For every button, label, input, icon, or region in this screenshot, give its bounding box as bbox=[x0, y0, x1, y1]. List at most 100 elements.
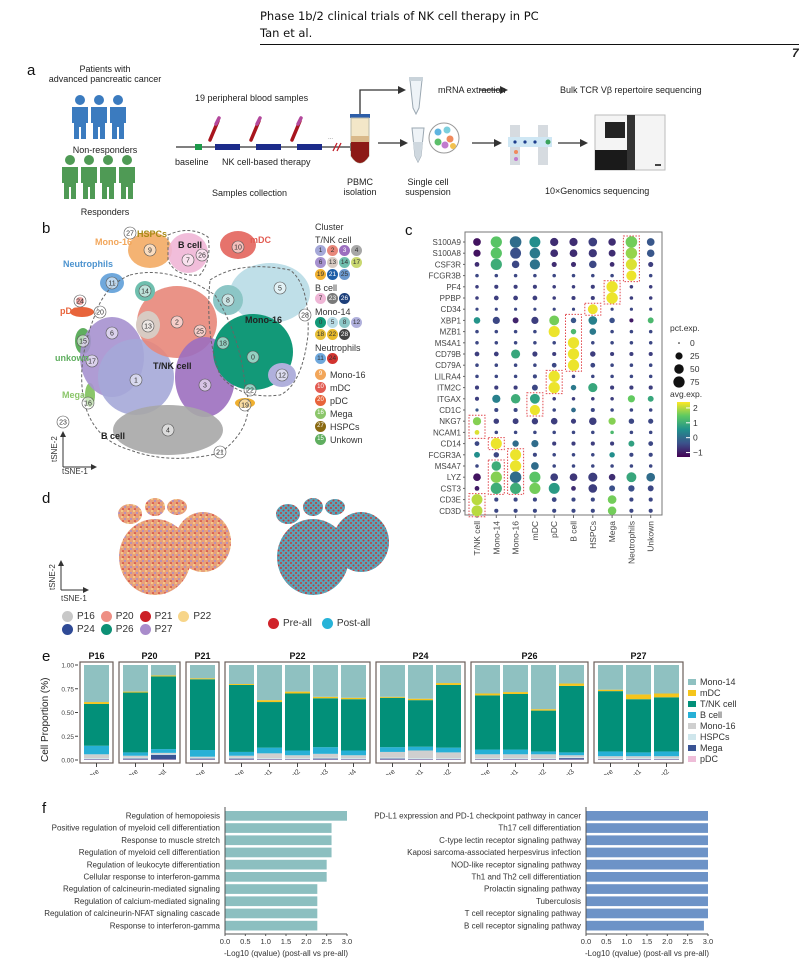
cluster-legend-title: Cluster bbox=[315, 222, 344, 232]
gene-label: CD1C bbox=[439, 406, 461, 415]
bars: Regulation of hemopoiesis Positive regula… bbox=[44, 811, 347, 931]
person-body-icon bbox=[91, 107, 107, 139]
enrichment-bar bbox=[225, 859, 327, 870]
bar-segment bbox=[190, 756, 215, 758]
celltype-label: HSPCs bbox=[588, 521, 598, 549]
microfluidics-icon bbox=[508, 125, 552, 165]
tsne-b-x-label: tSNE-1 bbox=[62, 467, 88, 476]
patient-group: P27 Pre Post1 Post2 bbox=[593, 651, 684, 775]
cluster-legend-label: mDC bbox=[330, 382, 351, 393]
bar-segment bbox=[503, 693, 528, 750]
dot bbox=[610, 351, 615, 357]
cell-type-swatch bbox=[688, 700, 696, 707]
cluster-swatch: 18 bbox=[315, 329, 326, 340]
size-legend: pct.exp. 0 25 50 75 bbox=[670, 323, 700, 388]
dot bbox=[531, 462, 539, 470]
dot bbox=[588, 484, 598, 493]
term-label: Response to muscle stretch bbox=[121, 836, 220, 845]
cluster-group-title: B cell bbox=[315, 283, 338, 293]
dot bbox=[628, 418, 635, 424]
x-tick-label: 3.0 bbox=[703, 937, 713, 946]
dot bbox=[567, 359, 580, 371]
cell-type-legend-item: Mega bbox=[688, 742, 737, 753]
cluster-number-badge bbox=[105, 326, 119, 340]
dot bbox=[529, 247, 541, 259]
dot bbox=[512, 418, 519, 425]
dot bbox=[473, 317, 481, 324]
dot bbox=[531, 384, 538, 391]
cluster-number: 18 bbox=[219, 341, 227, 348]
mono-dashed-outline bbox=[208, 266, 309, 397]
dot bbox=[492, 394, 501, 403]
dot bbox=[591, 430, 595, 435]
term-label: Regulation of leukocyte differentiation bbox=[87, 860, 220, 869]
bar-segment bbox=[190, 750, 215, 757]
gene-label: MS4A7 bbox=[435, 462, 462, 471]
gene-label: ITGAX bbox=[437, 395, 462, 404]
cluster-number: 3 bbox=[203, 383, 207, 390]
dot bbox=[629, 374, 634, 379]
person-icon bbox=[65, 155, 75, 165]
dot bbox=[514, 307, 518, 311]
size-legend-value: 0 bbox=[690, 338, 695, 348]
bar-segment bbox=[408, 698, 433, 701]
bar-segment bbox=[285, 693, 310, 751]
dot bbox=[494, 273, 499, 278]
sample-label: Pre bbox=[88, 768, 101, 775]
dot bbox=[552, 351, 557, 357]
cluster-number: 16 bbox=[84, 401, 92, 408]
cluster-legend-label: Mono-16 bbox=[330, 369, 366, 380]
cluster-swatch: 9 bbox=[315, 369, 326, 380]
bar-segment bbox=[257, 758, 282, 760]
patient-group: P24 Pre Post1 Post2 bbox=[375, 651, 466, 775]
dot bbox=[648, 497, 653, 502]
dot bbox=[591, 341, 595, 345]
genomics-label: 10×Genomics sequencing bbox=[545, 186, 650, 196]
dot bbox=[475, 285, 479, 289]
term-label: Regulation of calcineurin-mediated signa… bbox=[63, 885, 220, 894]
gene-label: MZB1 bbox=[440, 328, 462, 337]
panel-label-e: e bbox=[42, 648, 51, 665]
dot bbox=[648, 285, 653, 289]
cluster-number: 28 bbox=[301, 313, 309, 320]
gene-label: S100A8 bbox=[433, 249, 462, 258]
dot bbox=[571, 397, 576, 401]
bar-segment bbox=[626, 758, 651, 760]
x-tick-label: 1.0 bbox=[260, 937, 270, 946]
dot bbox=[610, 441, 615, 446]
cluster-legend-label: HSPCs bbox=[330, 421, 360, 432]
workflow-diagram bbox=[350, 77, 666, 171]
dot bbox=[552, 273, 556, 278]
dot bbox=[494, 284, 499, 289]
cell-type-legend-item: HSPCs bbox=[688, 731, 737, 742]
bar-segment bbox=[559, 755, 584, 758]
bar-segment bbox=[380, 665, 405, 697]
dot bbox=[475, 273, 479, 278]
celltype-labels: T/NK cell Mono-14 Mono-16 mDC pDC B cell HSPCs… bbox=[472, 515, 656, 564]
bar-segment bbox=[341, 699, 366, 751]
sequencer-icon bbox=[594, 114, 666, 171]
cluster-legend-item: 15 Unkown bbox=[315, 433, 405, 446]
dot bbox=[533, 329, 537, 334]
bulk-tcr-label: Bulk TCR Vβ repertoire sequencing bbox=[560, 85, 702, 95]
bar-segment bbox=[84, 758, 109, 760]
bar-segment bbox=[436, 752, 461, 759]
cluster-swatch: 1 bbox=[315, 245, 326, 256]
sample-label: Post4 bbox=[340, 768, 358, 775]
dot bbox=[571, 374, 576, 379]
bar-segment bbox=[408, 750, 433, 759]
colorbar bbox=[677, 402, 690, 457]
bar-segment bbox=[654, 751, 679, 757]
tsne-d-x-label: tSNE-1 bbox=[61, 594, 87, 603]
dot bbox=[570, 418, 577, 424]
person-icon bbox=[103, 155, 113, 165]
cluster-swatch: 23 bbox=[327, 293, 338, 304]
dot bbox=[552, 464, 556, 468]
cluster-swatch: 27 bbox=[315, 421, 326, 432]
pbmc-line2: isolation bbox=[343, 187, 377, 197]
size-legend-value: 50 bbox=[690, 364, 700, 374]
dot bbox=[629, 408, 634, 412]
dot bbox=[531, 418, 539, 425]
cluster-number-badge bbox=[273, 281, 287, 295]
dot bbox=[550, 473, 559, 482]
